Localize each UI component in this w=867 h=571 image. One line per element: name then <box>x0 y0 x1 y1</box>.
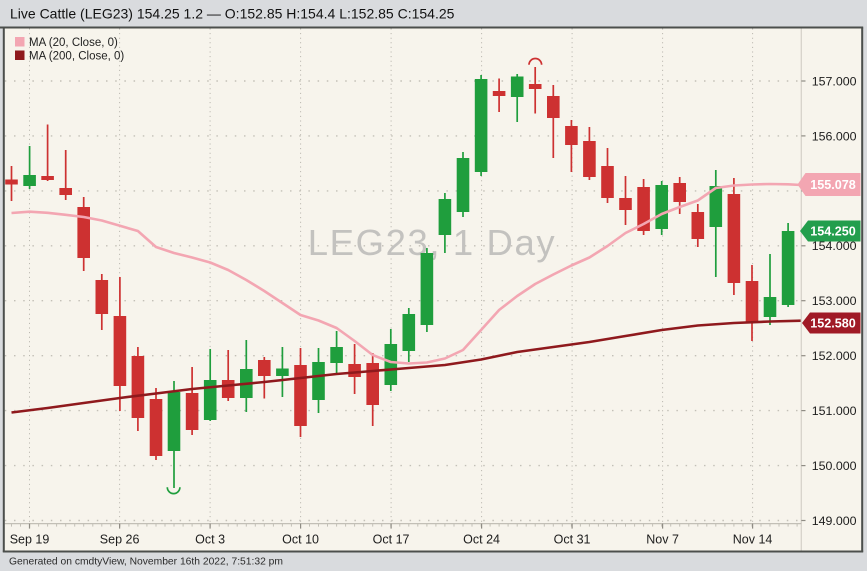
svg-text:152.580: 152.580 <box>810 317 856 331</box>
svg-text:150.000: 150.000 <box>812 459 857 473</box>
svg-text:MA (200, Close, 0): MA (200, Close, 0) <box>29 51 124 63</box>
svg-text:Generated on cmdtyView, Novemb: Generated on cmdtyView, November 16th 20… <box>9 557 283 568</box>
svg-text:152.000: 152.000 <box>812 349 857 363</box>
svg-text:157.000: 157.000 <box>812 74 857 88</box>
svg-text:155.078: 155.078 <box>810 178 856 192</box>
svg-text:153.000: 153.000 <box>812 294 857 308</box>
svg-text:156.000: 156.000 <box>812 129 857 143</box>
svg-text:Oct 31: Oct 31 <box>554 533 591 547</box>
svg-text:Nov 14: Nov 14 <box>733 533 773 547</box>
svg-text:Live Cattle (LEG23) 154.25 1.2: Live Cattle (LEG23) 154.25 1.2 — O:152.8… <box>10 6 455 22</box>
svg-text:Sep 19: Sep 19 <box>10 533 50 547</box>
svg-text:MA (20, Close, 0): MA (20, Close, 0) <box>29 37 118 49</box>
svg-text:154.000: 154.000 <box>812 239 857 253</box>
svg-text:151.000: 151.000 <box>812 404 857 418</box>
svg-text:149.000: 149.000 <box>812 514 857 528</box>
svg-text:Oct 3: Oct 3 <box>195 533 225 547</box>
svg-text:Nov 7: Nov 7 <box>646 533 679 547</box>
svg-text:Oct 10: Oct 10 <box>282 533 319 547</box>
svg-text:Sep 26: Sep 26 <box>100 533 140 547</box>
svg-text:Oct 17: Oct 17 <box>373 533 410 547</box>
svg-text:154.250: 154.250 <box>810 225 856 239</box>
svg-text:Oct 24: Oct 24 <box>463 533 500 547</box>
